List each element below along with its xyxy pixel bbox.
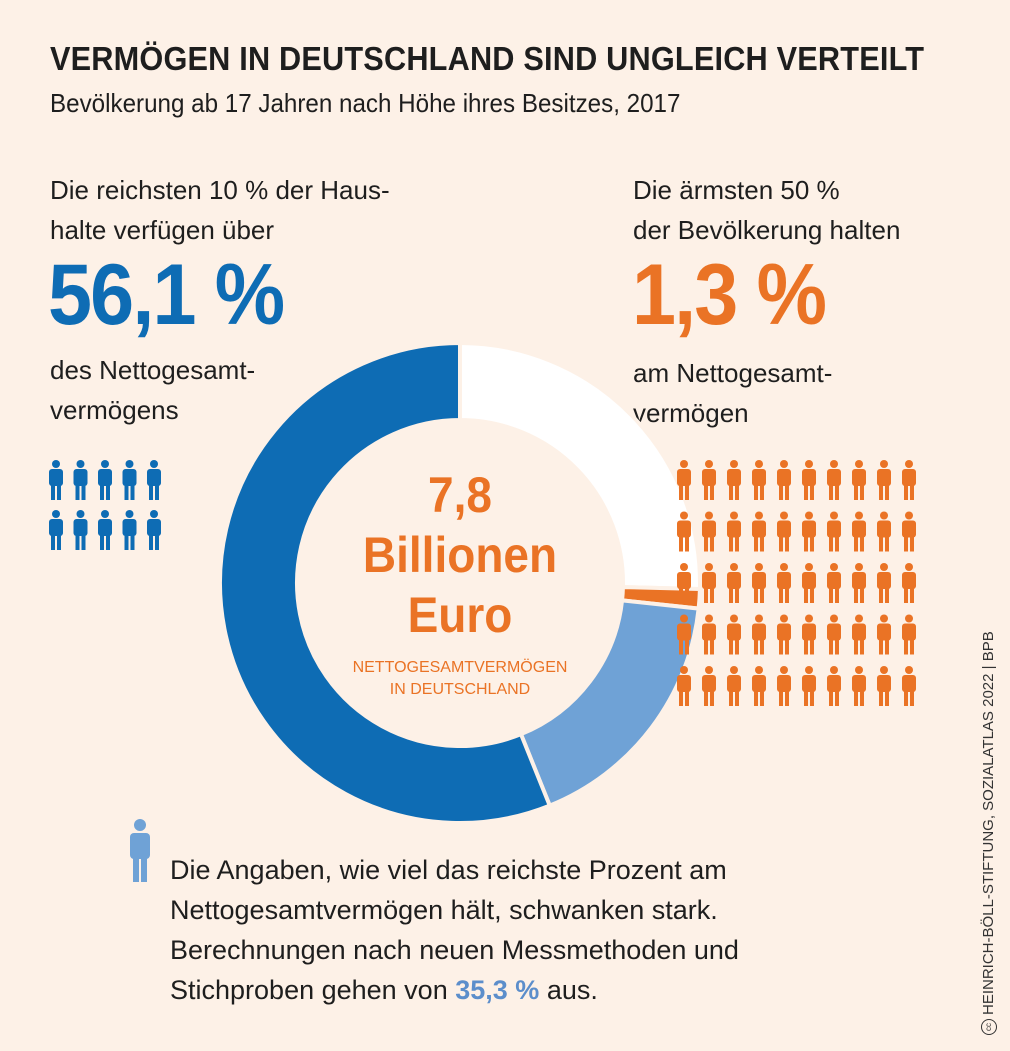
person-icon-poor (702, 666, 716, 706)
footnote-suffix: aus. (546, 975, 598, 1005)
person-icon-poor (752, 460, 766, 500)
donut-slice-reichste-10 (218, 340, 553, 825)
person-icon-rich (147, 460, 161, 500)
footnote-prefix: Stichproben gehen von (170, 975, 448, 1005)
page-title: VERMÖGEN IN DEUTSCHLAND SIND UNGLEICH VE… (50, 40, 925, 77)
footnote: Die Angaben, wie viel das reichste Proze… (170, 850, 739, 1010)
person-icon (130, 819, 150, 882)
person-icon-poor (727, 511, 741, 552)
person-icon-poor (852, 460, 866, 500)
person-icon-poor (677, 666, 691, 706)
person-icon-poor (827, 666, 841, 706)
person-icon-poor (777, 614, 791, 655)
total-value: 7,8 (428, 467, 492, 523)
person-icon-poor (752, 614, 766, 655)
footnote-line-1: Die Angaben, wie viel das reichste Proze… (170, 855, 727, 885)
poorest-statement: Die ärmsten 50 % der Bevölkerung halten (633, 170, 900, 250)
person-icon-poor (677, 563, 691, 603)
person-icon-poor (902, 460, 916, 500)
person-icon-poor (702, 460, 716, 500)
person-icon-poor (777, 511, 791, 552)
person-icon-poor (677, 460, 691, 500)
footnote-line-3: Berechnungen nach neuen Messmethoden und (170, 935, 739, 965)
footnote-highlight: 35,3 % (455, 975, 540, 1005)
poorest-after-line-1: am Nettogesamt- (633, 358, 833, 388)
poorest-share-value: 1,3 % (632, 247, 827, 343)
person-icon-poor (802, 563, 816, 603)
person-icon-poor (902, 563, 916, 603)
person-icon-poor (677, 614, 691, 655)
donut-hole (299, 422, 621, 744)
total-caption-line-2: IN DEUTSCHLAND (389, 681, 531, 698)
person-icon-poor (677, 511, 691, 552)
poorest-text-line-1: Die ärmsten 50 % (633, 175, 840, 205)
person-icon-rich (122, 510, 137, 550)
source-credit-text: HEINRICH-BÖLL-STIFTUNG, SOZIALATLAS 2022… (980, 631, 997, 1015)
person-icon-poor (852, 563, 866, 603)
person-icon-poor (827, 460, 841, 500)
total-unit-line-2: Euro (407, 587, 513, 643)
person-icon-rich (49, 510, 63, 550)
person-icon-poor (752, 666, 766, 706)
person-icon-rich (98, 460, 112, 500)
person-icon-poor (877, 511, 891, 552)
person-icon-poor (852, 511, 866, 552)
person-icon-poor (877, 614, 891, 655)
person-icon-poor (902, 666, 916, 706)
person-icon-poor (752, 563, 766, 603)
person-icon-rich (73, 510, 88, 550)
person-icon-poor (852, 666, 866, 706)
footnote-line-2: Nettogesamtvermögen hält, schwanken star… (170, 895, 718, 925)
creative-commons-icon: cc (981, 1019, 998, 1035)
person-icon-poor (777, 666, 791, 706)
richest-after-line-1: des Nettogesamt- (50, 355, 256, 385)
person-icon-poor (877, 460, 891, 500)
person-icon-rich (122, 460, 137, 500)
person-icon-poor (877, 563, 891, 603)
person-icon-poor (727, 666, 741, 706)
richest-after-line-2: vermögens (50, 395, 179, 425)
source-credit: cc HEINRICH-BÖLL-STIFTUNG, SOZIALATLAS 20… (980, 631, 998, 1035)
richest-after: des Nettogesamt- vermögens (50, 350, 255, 430)
total-unit-line-1: Billionen (362, 527, 558, 583)
total-caption-line-1: NETTOGESAMTVERMÖGEN (352, 659, 568, 676)
person-icon-poor (727, 460, 741, 500)
person-icon-rich (49, 460, 63, 500)
person-icon-poor (802, 511, 816, 552)
poorest-after-line-2: vermögen (633, 398, 749, 428)
richest-statement: Die reichsten 10 % der Haus- halte verfü… (50, 170, 390, 250)
person-icon-poor (727, 614, 741, 655)
poorest-after: am Nettogesamt- vermögen (633, 353, 832, 433)
person-icon-poor (802, 614, 816, 655)
person-icon-poor (802, 460, 816, 500)
person-icon-poor (727, 563, 741, 603)
footnote-line-4: Stichproben gehen von 35,3 % aus. (170, 970, 739, 1010)
person-icon-poor (827, 511, 841, 552)
person-icon-poor (702, 511, 716, 552)
person-icon-poor (777, 460, 791, 500)
person-icon-poor (902, 511, 916, 552)
donut-center-label: 7,8 Billionen Euro NETTOGESAMTVERMÖGEN I… (295, 465, 625, 701)
person-icon-poor (852, 614, 866, 655)
poorest-text-line-2: der Bevölkerung halten (633, 215, 901, 245)
richest-share-value: 56,1 % (48, 247, 285, 343)
person-icon-poor (752, 511, 766, 552)
person-icon-rich (73, 460, 88, 500)
person-icon-poor (902, 614, 916, 655)
richest-text-line-1: Die reichsten 10 % der Haus- (50, 175, 390, 205)
donut-slice-brige (458, 340, 702, 592)
person-icon-rich (147, 510, 161, 550)
person-icon-poor (702, 563, 716, 603)
person-icon-rich (98, 510, 112, 550)
person-icon-poor (802, 666, 816, 706)
person-icon-poor (877, 666, 891, 706)
person-icon-poor (827, 563, 841, 603)
person-icon-poor (777, 563, 791, 603)
richest-text-line-2: halte verfügen über (50, 215, 275, 245)
page-subtitle: Bevölkerung ab 17 Jahren nach Höhe ihres… (50, 88, 681, 118)
person-icon-poor (702, 614, 716, 655)
person-icon-poor (827, 614, 841, 655)
